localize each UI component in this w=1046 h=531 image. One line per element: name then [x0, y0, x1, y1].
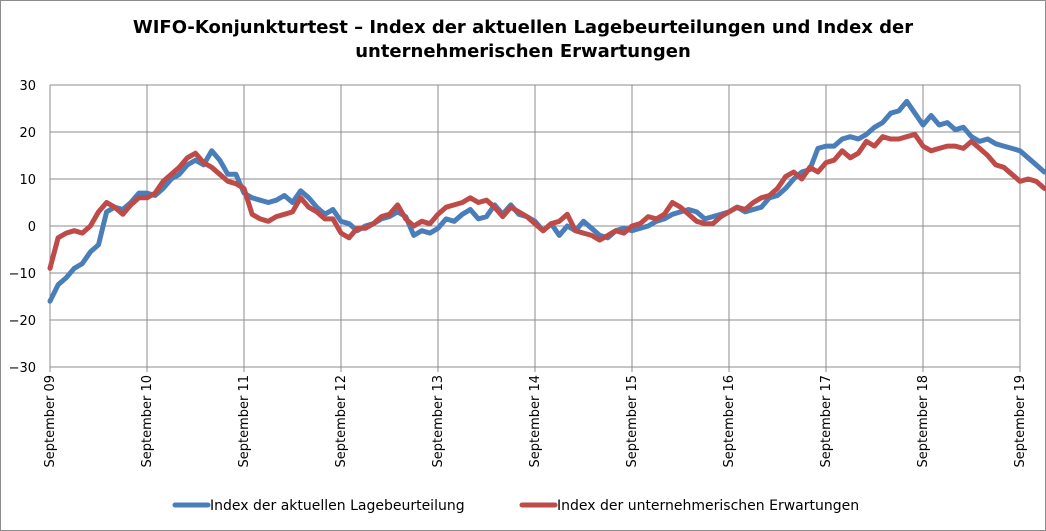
y-tick-label: 10 [19, 173, 36, 188]
y-tick-label: −10 [9, 267, 36, 282]
legend-label-2: Index der unternehmerischen Erwartungen [557, 498, 859, 514]
chart-title-line2: unternehmerischen Erwartungen [355, 41, 691, 62]
series-line-2 [47, 131, 1046, 271]
x-tick-label: September 17 [819, 375, 834, 468]
x-tick-label: September 15 [625, 375, 640, 468]
x-tick-label: September 14 [528, 375, 543, 468]
y-tick-label: 0 [28, 220, 36, 235]
y-tick-label: −30 [9, 361, 36, 376]
x-tick-label: September 18 [916, 375, 931, 468]
legend-label-1: Index der aktuellen Lagebeurteilung [210, 498, 465, 514]
series-line-1 [47, 98, 1046, 304]
x-tick-label: September 09 [43, 375, 58, 468]
x-tick-label: September 10 [140, 375, 155, 468]
y-tick-label: 20 [19, 126, 36, 141]
y-tick-label: −20 [9, 314, 36, 329]
x-tick-label: September 12 [334, 375, 349, 468]
y-tick-label: 30 [19, 79, 36, 94]
x-tick-label: September 13 [431, 375, 446, 468]
x-tick-label: September 11 [237, 375, 252, 468]
x-tick-label: September 16 [722, 375, 737, 468]
chart-title-line1: WIFO-Konjunkturtest – Index der aktuelle… [132, 17, 914, 38]
x-tick-label: September 19 [1013, 375, 1028, 468]
chart-title: WIFO-Konjunkturtest – Index der aktuelle… [0, 16, 1046, 64]
